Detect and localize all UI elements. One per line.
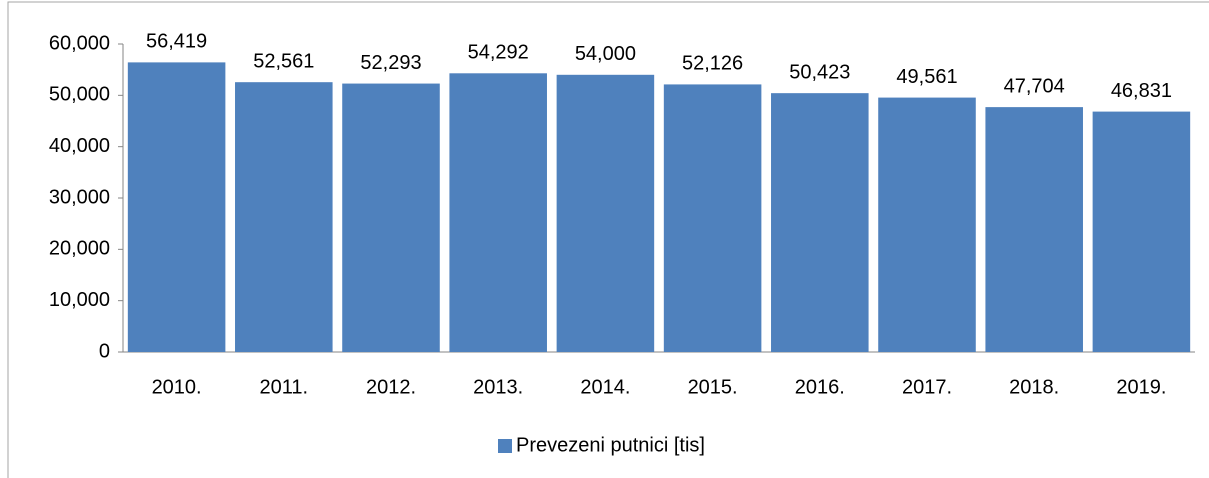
data-label: 52,561: [253, 50, 314, 72]
bar: [771, 93, 869, 353]
x-tick-label: 2016.: [795, 376, 845, 398]
x-tick-label: 2019.: [1116, 376, 1166, 398]
x-tick-label: 2013.: [473, 376, 523, 398]
bar: [342, 83, 440, 353]
bar: [1092, 111, 1191, 353]
legend-label: Prevezeni putnici [tis]: [516, 434, 705, 456]
data-label: 49,561: [896, 66, 957, 88]
data-label: 52,293: [360, 52, 421, 74]
x-tick-label: 2015.: [688, 376, 738, 398]
data-label: 50,423: [789, 61, 850, 83]
y-tick-label: 20,000: [49, 238, 110, 260]
x-tick-label: 2010.: [152, 376, 202, 398]
data-label: 54,000: [575, 43, 636, 65]
y-tick-label: 0: [99, 340, 110, 362]
y-tick-label: 30,000: [49, 186, 110, 208]
bar: [127, 62, 226, 352]
bar: [985, 107, 1083, 352]
y-tick-label: 10,000: [49, 289, 110, 311]
data-label: 46,831: [1111, 80, 1172, 102]
data-label: 47,704: [1004, 75, 1065, 97]
y-tick-label: 50,000: [49, 84, 110, 106]
data-label: 56,419: [146, 31, 207, 53]
x-tick-label: 2018.: [1009, 376, 1059, 398]
bar: [449, 73, 547, 353]
x-tick-label: 2011.: [260, 376, 309, 398]
data-label: 52,126: [682, 53, 743, 75]
x-tick-label: 2014.: [580, 376, 630, 398]
y-tick-label: 60,000: [49, 32, 110, 54]
x-tick-label: 2017.: [902, 376, 952, 398]
bar: [878, 97, 976, 352]
data-label: 54,292: [468, 42, 529, 64]
y-tick-label: 40,000: [49, 135, 110, 157]
bar: [235, 82, 333, 353]
bar: [663, 84, 762, 353]
bar: [556, 74, 655, 353]
x-tick-label: 2012.: [366, 376, 416, 398]
chart-frame: [7, 1, 1209, 478]
legend-swatch: [498, 439, 512, 453]
